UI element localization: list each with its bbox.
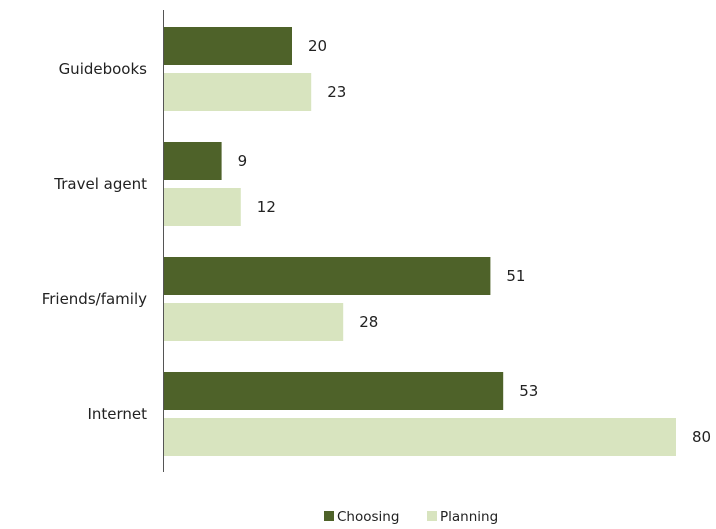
bar-travel-agent-planning [164, 188, 241, 226]
category-label-travel-agent: Travel agent [53, 175, 147, 193]
bar-travel-agent-choosing [164, 142, 222, 180]
bar-internet-choosing [164, 372, 504, 410]
value-label-friends-family-choosing: 51 [506, 267, 525, 285]
legend: Choosing Planning [324, 509, 498, 525]
bar-friends-family-choosing [164, 257, 491, 295]
value-label-guidebooks-choosing: 20 [308, 37, 327, 55]
legend-label-planning: Planning [440, 509, 498, 525]
legend-swatch-planning [427, 511, 437, 521]
value-label-internet-choosing: 53 [519, 382, 538, 400]
bar-guidebooks-planning [164, 73, 312, 111]
bar-friends-family-planning [164, 303, 344, 341]
legend-swatch-choosing [324, 511, 334, 521]
category-labels: Guidebooks Travel agent Friends/family Inte… [42, 60, 147, 423]
bar-guidebooks-choosing [164, 27, 292, 65]
value-labels: 20 23 9 12 51 28 53 80 [238, 37, 711, 446]
legend-label-choosing: Choosing [337, 509, 399, 525]
value-label-internet-planning: 80 [692, 428, 711, 446]
bars-group [164, 27, 676, 456]
category-label-friends-family: Friends/family [42, 290, 147, 308]
value-label-travel-agent-planning: 12 [257, 198, 276, 216]
category-label-internet: Internet [87, 405, 147, 423]
category-label-guidebooks: Guidebooks [59, 60, 148, 78]
value-label-guidebooks-planning: 23 [327, 83, 346, 101]
value-label-friends-family-planning: 28 [359, 313, 378, 331]
bar-internet-planning [164, 418, 676, 456]
value-label-travel-agent-choosing: 9 [238, 152, 248, 170]
